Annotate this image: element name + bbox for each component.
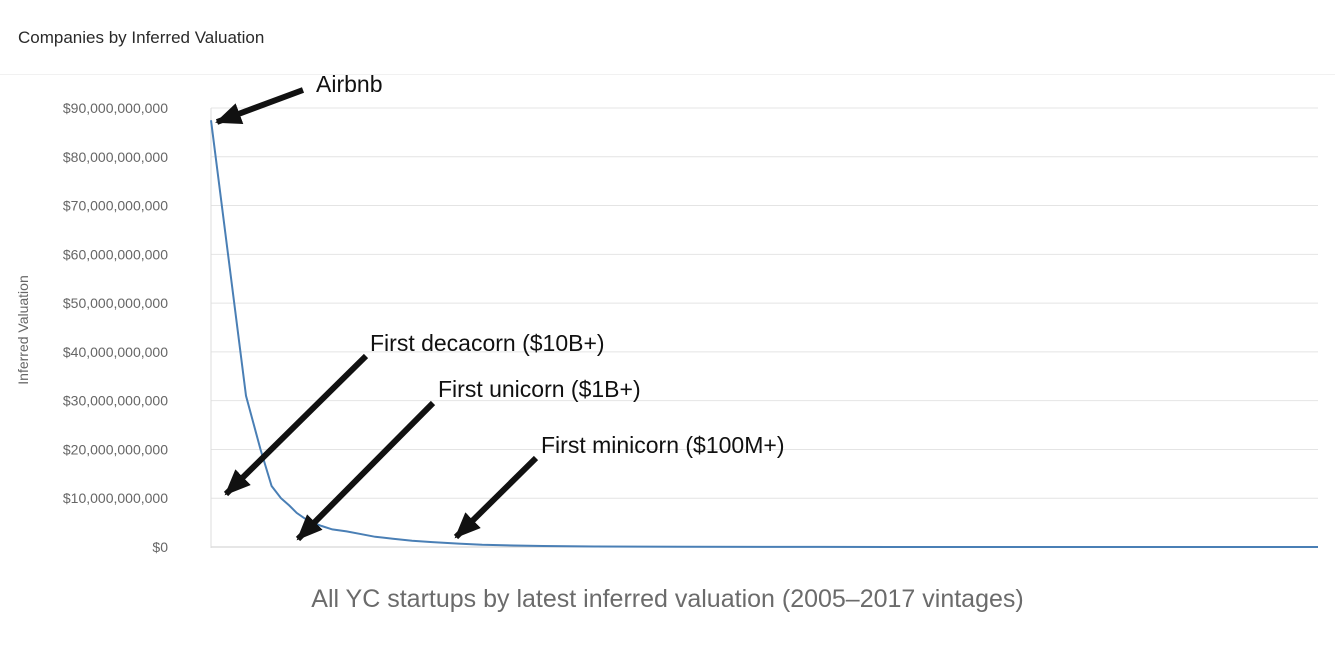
y-tick-label: $90,000,000,000 xyxy=(63,100,168,116)
y-tick-label: $10,000,000,000 xyxy=(63,490,168,506)
y-tick-label: $60,000,000,000 xyxy=(63,246,168,262)
y-tick-label: $30,000,000,000 xyxy=(63,393,168,409)
annotation-airbnb-label: Airbnb xyxy=(316,71,382,97)
y-tick-label: $50,000,000,000 xyxy=(63,295,168,311)
annotation-first-unicorn-label: First unicorn ($1B+) xyxy=(438,376,641,402)
y-tick-label: $20,000,000,000 xyxy=(63,441,168,457)
y-tick-label: $0 xyxy=(152,539,168,555)
annotations: Airbnb First decacorn ($10B+) First unicor… xyxy=(215,71,784,542)
annotation-first-unicorn-arrow xyxy=(295,400,436,542)
annotation-airbnb-arrow xyxy=(215,87,305,125)
series-line-valuation xyxy=(210,120,1318,548)
gridlines xyxy=(211,107,1318,548)
figure-caption: All YC startups by latest inferred valua… xyxy=(311,585,1024,613)
y-axis-ticks: $0 $10,000,000,000 $20,000,000,000 $30,000,… xyxy=(63,100,168,555)
y-tick-label: $40,000,000,000 xyxy=(63,344,168,360)
y-tick-label: $80,000,000,000 xyxy=(63,149,168,165)
y-tick-label: $70,000,000,000 xyxy=(63,198,168,214)
chart-header: Companies by Inferred Valuation xyxy=(0,0,1335,75)
annotation-first-minicorn-label: First minicorn ($100M+) xyxy=(541,432,784,458)
y-axis-label: Inferred Valuation xyxy=(15,275,31,384)
chart-svg: $0 $10,000,000,000 $20,000,000,000 $30,000,… xyxy=(15,71,1318,555)
chart-title: Companies by Inferred Valuation xyxy=(18,28,265,47)
annotation-first-minicorn-arrow xyxy=(453,455,539,540)
annotation-first-decacorn-label: First decacorn ($10B+) xyxy=(370,330,605,356)
annotation-first-decacorn-arrow xyxy=(223,353,369,497)
